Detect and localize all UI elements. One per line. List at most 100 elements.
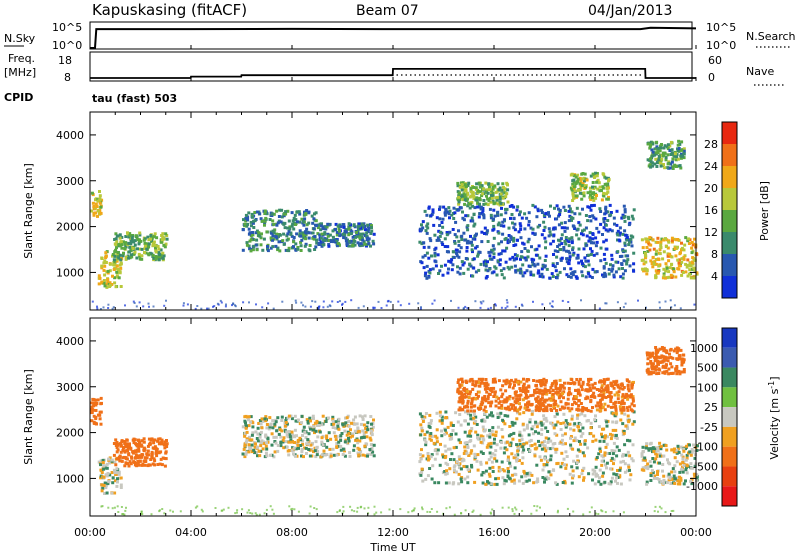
echo-cell — [578, 191, 582, 195]
echo-cell — [344, 416, 347, 420]
echo-cell — [595, 456, 599, 459]
echo-cell — [499, 213, 503, 217]
echo-cell — [219, 299, 222, 302]
echo-cell — [161, 256, 165, 260]
echo-cell — [586, 446, 590, 450]
echo-cell — [566, 392, 570, 396]
echo-cell — [566, 406, 570, 410]
echo-cell — [558, 394, 562, 398]
echo-cell — [546, 441, 550, 444]
echo-cell — [460, 238, 464, 241]
echo-cell — [126, 254, 130, 258]
echo-cell — [339, 436, 342, 439]
echo-cell — [160, 438, 164, 442]
echo-cell — [126, 462, 130, 466]
echo-cell — [474, 198, 478, 202]
echo-cell — [563, 406, 567, 410]
echo-cell — [465, 465, 469, 469]
echo-cell — [274, 435, 278, 439]
echo-cell — [481, 471, 485, 474]
echo-cell — [343, 449, 346, 453]
echo-cell — [665, 245, 668, 248]
echo-cell — [448, 434, 452, 438]
echo-cell — [485, 385, 488, 389]
y-tick-label: 1000 — [56, 266, 84, 279]
echo-cell — [609, 405, 613, 409]
echo-cell — [609, 400, 613, 403]
echo-cell — [550, 382, 554, 386]
echo-cell — [117, 242, 121, 246]
echo-cell — [519, 267, 523, 271]
echo-cell — [318, 421, 322, 425]
echo-cell — [481, 396, 485, 400]
echo-cell — [550, 409, 554, 412]
echo-cell — [609, 482, 613, 486]
echo-cell — [632, 269, 636, 273]
echo-cell — [447, 259, 451, 263]
echo-cell — [576, 177, 580, 181]
echo-cell — [473, 452, 477, 456]
echo-cell — [457, 195, 461, 199]
echo-cell — [681, 455, 685, 459]
echo-cell — [500, 428, 504, 431]
echo-cell — [430, 254, 433, 258]
echo-cell — [680, 467, 684, 471]
echo-cell — [672, 474, 676, 478]
echo-cell — [685, 453, 689, 457]
echo-cell — [591, 172, 595, 176]
echo-cell — [512, 226, 516, 230]
echo-cell — [298, 212, 302, 216]
echo-cell — [512, 244, 516, 247]
echo-cell — [492, 236, 496, 240]
echo-cell — [627, 223, 631, 227]
echo-cell — [535, 463, 539, 467]
echo-cell — [132, 240, 136, 244]
echo-cell — [161, 456, 165, 460]
echo-cell — [227, 506, 230, 509]
echo-cell — [612, 405, 616, 409]
echo-cell — [349, 435, 352, 439]
echo-cell — [263, 223, 266, 227]
echo-cell — [659, 445, 663, 449]
echo-cell — [512, 205, 516, 209]
echo-cell — [196, 505, 199, 508]
echo-cell — [622, 216, 626, 219]
echo-cell — [632, 380, 635, 384]
echo-cell — [399, 304, 402, 307]
echo-cell — [673, 245, 677, 249]
echo-cell — [331, 426, 335, 429]
echo-cell — [510, 452, 514, 456]
echo-cell — [479, 407, 483, 410]
echo-cell — [621, 267, 624, 270]
echo-cell — [470, 200, 474, 204]
echo-cell — [444, 449, 448, 453]
echo-cell — [541, 382, 545, 386]
echo-cell — [659, 306, 661, 309]
echo-cell — [536, 399, 540, 403]
echo-cell — [562, 412, 566, 416]
echo-cell — [265, 423, 269, 426]
colorbar-swatch — [722, 232, 737, 254]
echo-cell — [564, 423, 567, 427]
colorbar-swatch — [722, 188, 737, 210]
echo-cell — [560, 221, 564, 225]
echo-cell — [136, 459, 140, 463]
echo-cell — [147, 453, 151, 457]
echo-cell — [539, 384, 543, 388]
echo-cell — [601, 474, 605, 478]
echo-cell — [420, 471, 424, 474]
echo-cell — [283, 221, 287, 225]
echo-cell — [462, 231, 466, 235]
echo-cell — [299, 234, 303, 238]
echo-cell — [566, 249, 570, 253]
echo-cell — [581, 172, 585, 175]
echo-cell — [362, 435, 366, 439]
echo-cell — [347, 420, 351, 424]
echo-cell — [494, 404, 498, 408]
echo-cell — [521, 422, 525, 426]
echo-cell — [163, 304, 166, 307]
echo-cell — [679, 251, 682, 255]
echo-cell — [275, 209, 279, 213]
echo-cell — [693, 453, 697, 457]
